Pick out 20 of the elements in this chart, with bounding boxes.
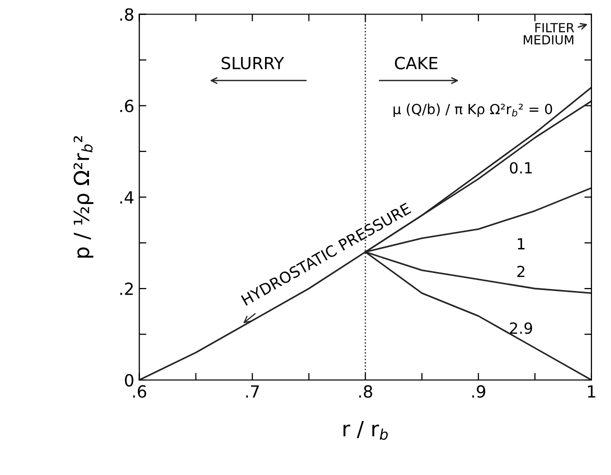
- series-label: 2: [517, 266, 524, 278]
- x-tick-label: .7: [246, 385, 259, 398]
- series-label: 1: [518, 238, 524, 250]
- x-tick-label: .6: [133, 385, 146, 398]
- x-tick-label: .8: [359, 385, 372, 398]
- annotation: μ (Q/b) / π Kρ Ω²r$_{b}$² = 0: [394, 104, 552, 117]
- y-tick-label: .6: [120, 100, 134, 112]
- x-tick-label: .9: [472, 385, 486, 398]
- x-axis-title: r / r$_{b}$: [344, 421, 388, 440]
- series-label: 2.9: [510, 322, 532, 334]
- series-label: 0.1: [510, 162, 532, 174]
- x-tick-label: 1: [588, 385, 596, 398]
- annotation: SLURRY: [222, 56, 284, 70]
- y-axis-title: p / ½ρ Ω²r$_{b}$²: [74, 136, 94, 258]
- y-tick-label: .2: [120, 282, 133, 295]
- annotation: CAKE: [394, 56, 438, 70]
- y-tick-label: .4: [120, 191, 134, 204]
- y-tick-label: .8: [120, 8, 134, 21]
- annotation: FILTER MEDIUM: [524, 23, 574, 44]
- y-tick-label: 0: [124, 374, 134, 387]
